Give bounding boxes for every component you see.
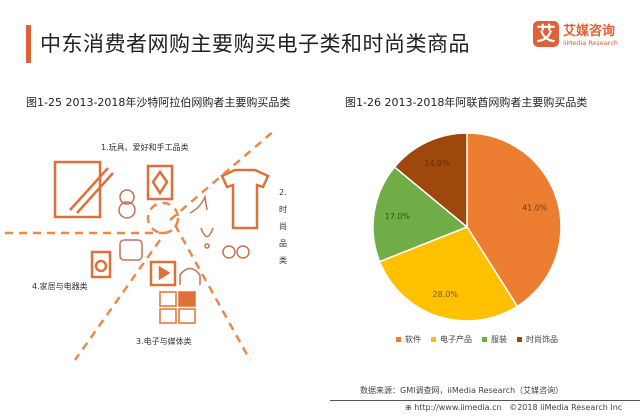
necklace-icon [200, 227, 214, 249]
website-link[interactable]: http://www.iimedia.cn [414, 403, 502, 412]
title-accent-bar [26, 25, 31, 63]
category-label-electronics: 3.电子与媒体类 [136, 337, 192, 346]
pie-slice-3 [393, 132, 468, 229]
logo: 艾 艾媒咨询 iiMedia Research [533, 20, 618, 47]
legend-swatch [482, 337, 487, 342]
legend-label: 服装 [491, 335, 507, 344]
logo-en: iiMedia Research [563, 39, 619, 47]
legend-swatch [396, 337, 401, 342]
divider-line [173, 224, 252, 361]
legend-label: 时尚饰品 [526, 335, 558, 344]
copyright: ©2018 iiMedia Research Inc [509, 403, 623, 412]
logo-cn: 艾媒咨询 [563, 24, 616, 39]
pie-data-label: 28.0% [433, 290, 459, 299]
legend-item: 软件 [396, 334, 421, 345]
legend-item: 电子产品 [431, 334, 472, 345]
legend-label: 电子产品 [440, 335, 472, 344]
legend-item: 服装 [482, 334, 507, 345]
notebook-pencil-icon [53, 160, 114, 219]
high-heel-icon [189, 194, 208, 214]
category-label-fashion: 2.时尚品类 [279, 188, 287, 265]
pie-chart-title: 图1-26 2013-2018年阿联酋网购者主要购买品类 [345, 96, 588, 109]
rug-icon [146, 164, 174, 201]
pie-slice-1 [378, 226, 519, 322]
divider-line [73, 239, 162, 361]
washing-machine-icon [90, 250, 112, 279]
footer-divider [330, 400, 640, 401]
globe-icon: ⊕ [405, 403, 415, 412]
legend-swatch [517, 337, 522, 342]
left-figure-title: 图1-25 2013-2018年沙特阿拉伯网购者主要购买品类 [26, 96, 291, 109]
divider-line [169, 129, 276, 221]
software-icons [159, 291, 196, 324]
video-icon [149, 260, 177, 287]
pie-data-label: 17.0% [385, 212, 411, 221]
teddy-bear-icon [118, 189, 136, 219]
category-label-home: 4.家居与电器类 [32, 282, 88, 291]
category-label-toys: 1.玩具、爱好和手工品类 [101, 143, 189, 152]
tshirt-icon [220, 168, 270, 230]
pie-data-label: 14.0% [424, 159, 450, 168]
footer-line: ⊕ http://www.iimedia.cn ©2018 iiMedia Re… [405, 403, 622, 412]
headphones-icon [179, 267, 201, 285]
legend-swatch [431, 337, 436, 342]
data-source: 数据来源：GMI调查网，iiMedia Research（艾媒咨询） [360, 386, 564, 395]
logo-mark: 艾 [533, 20, 559, 47]
pie-data-label: 41.0% [522, 203, 548, 212]
armchair-icon [119, 239, 143, 261]
pie-legend: 软件 电子产品 服装 时尚饰品 [396, 334, 558, 345]
page-title: 中东消费者网购主要购买电子类和时尚类商品 [40, 32, 470, 56]
pie-slice-2 [372, 166, 469, 263]
glasses-icon [222, 245, 250, 259]
legend-item: 时尚饰品 [517, 334, 558, 345]
legend-label: 软件 [405, 335, 421, 344]
center-circle [146, 201, 180, 235]
